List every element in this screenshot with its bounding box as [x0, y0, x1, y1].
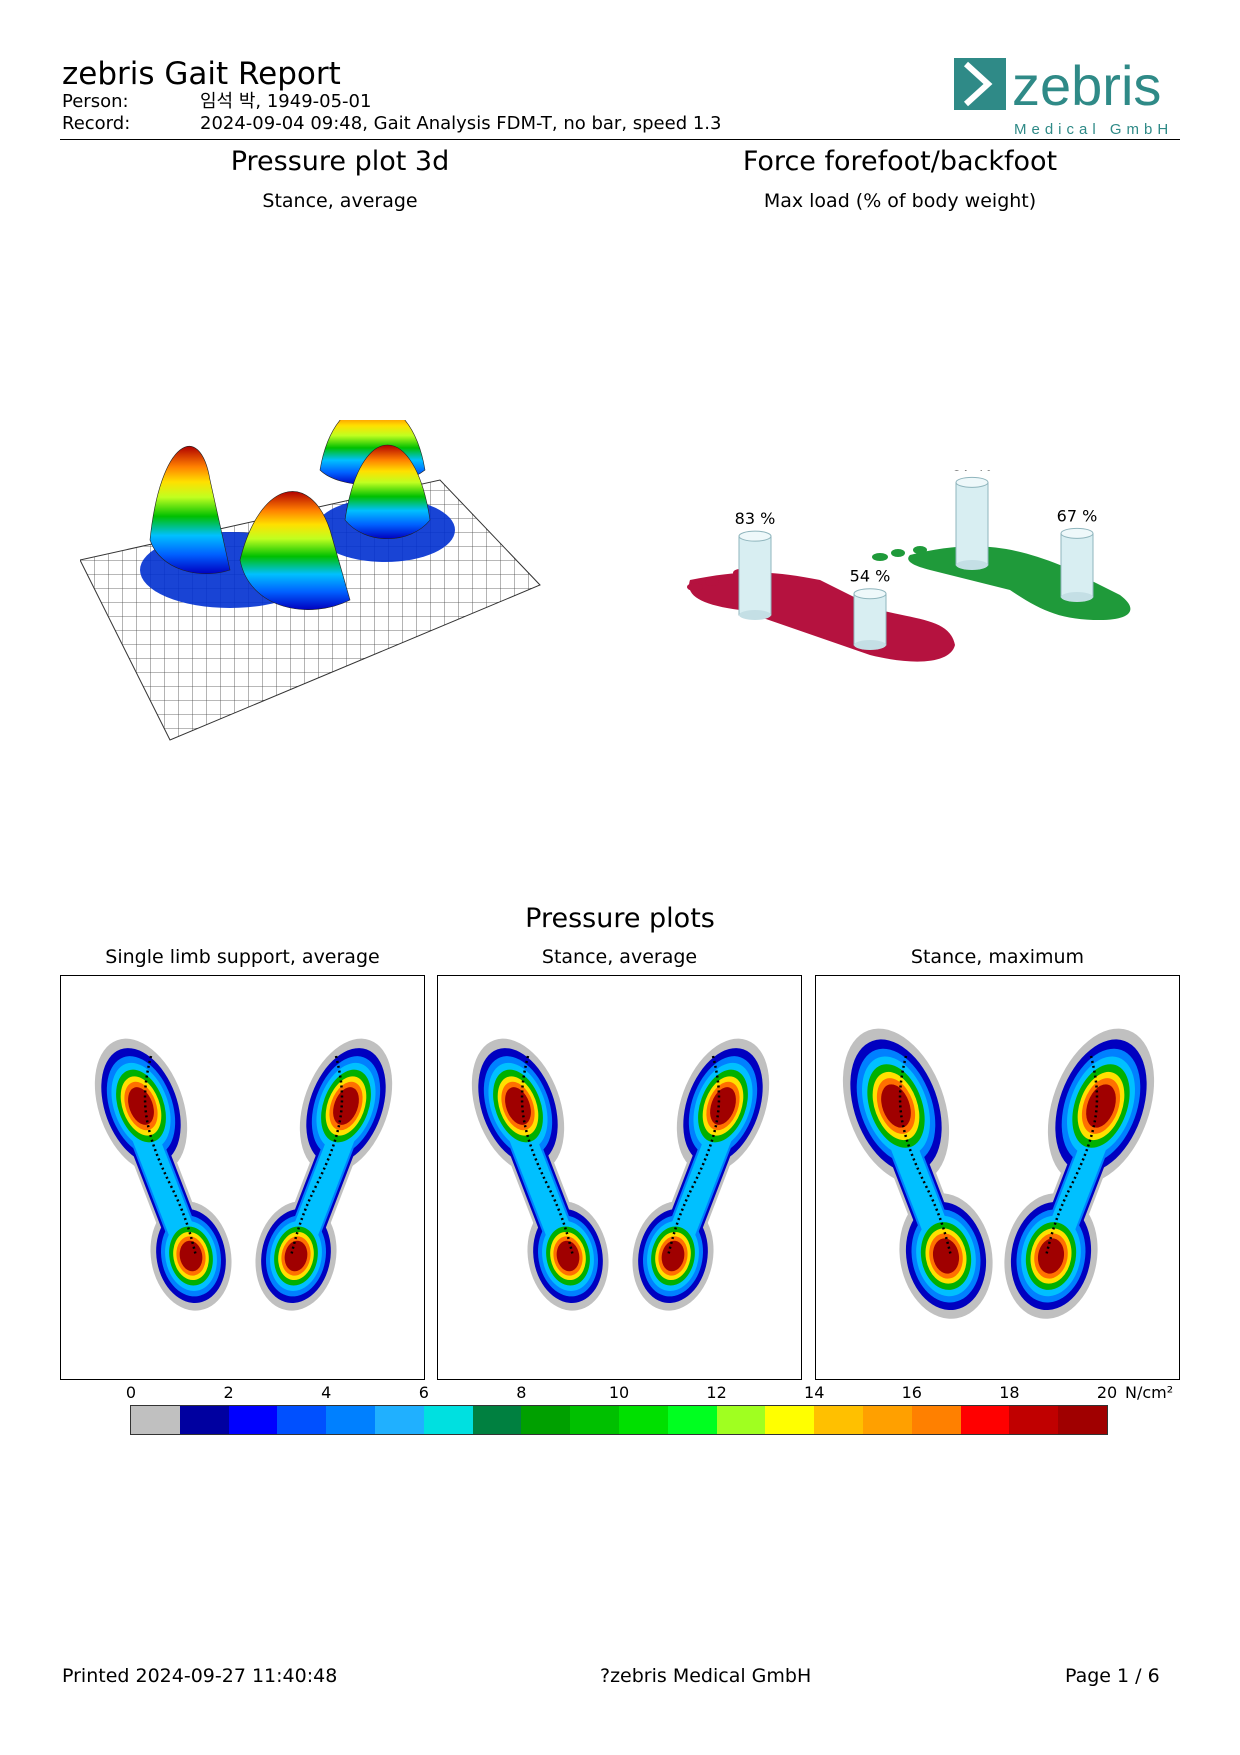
load-label-3: 87 %	[952, 470, 993, 474]
footer-page: Page 1 / 6	[1065, 1665, 1160, 1687]
pressure-panel-stance-average	[437, 975, 802, 1380]
logo-word: zebris	[1012, 58, 1161, 117]
scale-swatch-4	[326, 1406, 375, 1434]
load-label-4: 67 %	[1057, 506, 1098, 525]
left-foot-shape	[689, 572, 955, 662]
scale-swatch-15	[862, 1406, 912, 1434]
report-title: zebris Gait Report	[62, 56, 341, 92]
scale-swatch-11	[667, 1406, 717, 1434]
right-footprint	[1004, 1028, 1155, 1319]
scale-swatch-2	[228, 1406, 278, 1434]
peak-left-forefoot	[149, 446, 231, 575]
record-value: 2024-09-04 09:48, Gait Analysis FDM-T, n…	[200, 113, 722, 134]
right-foot-shape	[908, 546, 1131, 620]
header-divider	[60, 139, 1180, 140]
right-footprint	[255, 1038, 393, 1311]
scale-swatch-9	[570, 1406, 619, 1434]
panel-label-stance-maximum: Stance, maximum	[910, 946, 1085, 968]
plots-title: Pressure plots	[525, 903, 715, 934]
scale-swatch-7	[472, 1406, 522, 1434]
scale-unit: N/cm²	[1125, 1383, 1174, 1402]
scale-swatch-3	[277, 1406, 327, 1434]
left-footprint	[842, 1028, 993, 1319]
scale-tick-label: 2	[223, 1383, 234, 1402]
scale-swatch-6	[423, 1406, 473, 1434]
scale-swatch-1	[179, 1406, 229, 1434]
pressure3d-subtitle: Stance, average	[262, 190, 418, 212]
left-footprint	[471, 1038, 609, 1311]
center-of-pressure-line	[898, 1055, 953, 1257]
right-footprint	[632, 1038, 770, 1311]
scale-tick-label: 8	[516, 1383, 527, 1402]
scale-swatch-17	[960, 1406, 1010, 1434]
right-foot-toes	[872, 546, 927, 561]
footer-company: ?zebris Medical GmbH	[600, 1665, 812, 1687]
left-footprint	[94, 1038, 232, 1311]
person-value: 임석 박, 1949-05-01	[200, 91, 372, 112]
scale-swatch-10	[618, 1406, 668, 1434]
center-of-pressure-line	[143, 1055, 198, 1257]
force-title: Force forefoot/backfoot	[742, 146, 1058, 177]
load-label-1: 83 %	[735, 509, 776, 528]
scale-swatch-0	[131, 1406, 180, 1434]
scale-tick-label: 14	[804, 1383, 825, 1402]
color-scale-bar	[130, 1405, 1108, 1435]
zebris-logo: zebris Medical GmbH	[952, 54, 1178, 140]
scale-swatch-13	[765, 1406, 815, 1434]
scale-tick-label: 4	[321, 1383, 332, 1402]
scale-tick-label: 16	[901, 1383, 922, 1402]
scale-swatch-19	[1058, 1406, 1107, 1434]
load-cylinder-2: 54 %	[850, 567, 891, 650]
panel-label-stance-average: Stance, average	[541, 946, 698, 968]
scale-tick-label: 0	[125, 1383, 137, 1402]
center-of-pressure-line	[289, 1055, 344, 1257]
footer-printed: Printed 2024-09-27 11:40:48	[62, 1665, 338, 1687]
pressure-panel-single-limb	[60, 975, 425, 1380]
logo-mark-square	[954, 58, 1006, 110]
pressure3d-plot	[79, 402, 610, 750]
center-of-pressure-line	[666, 1055, 721, 1257]
pressure-panel-stance-maximum	[815, 975, 1180, 1380]
pressure3d-title: Pressure plot 3d	[230, 146, 450, 177]
record-label: Record:	[62, 113, 131, 134]
scale-tick-label: 10	[608, 1383, 630, 1402]
scale-tick-label: 18	[999, 1383, 1020, 1402]
person-label: Person:	[62, 91, 129, 112]
scale-swatch-16	[911, 1406, 961, 1434]
scale-tick-label: 20	[1096, 1383, 1118, 1402]
load-cylinder-3: 87 %	[952, 455, 993, 570]
force-subtitle: Max load (% of body weight)	[763, 190, 1037, 212]
force-chart: 83 % 54 % 87 % 67 %	[680, 455, 1150, 690]
center-of-pressure-line	[1044, 1055, 1099, 1257]
scale-swatch-18	[1009, 1406, 1059, 1434]
scale-tick-label: 6	[418, 1383, 429, 1402]
peak-left-heel	[239, 491, 351, 610]
scale-swatch-14	[814, 1406, 863, 1434]
load-label-2: 54 %	[850, 567, 891, 586]
peak-right-heel	[344, 444, 431, 539]
load-cylinder-1: 83 %	[735, 509, 776, 620]
load-cylinder-4: 67 %	[1057, 506, 1098, 602]
panel-label-single-limb: Single limb support, average	[105, 946, 380, 968]
logo-subtitle: Medical GmbH	[1014, 121, 1173, 138]
scale-swatch-8	[521, 1406, 571, 1434]
logo-mark-chevron	[963, 61, 993, 107]
scale-swatch-5	[374, 1406, 424, 1434]
center-of-pressure-line	[520, 1055, 575, 1257]
scale-swatch-12	[716, 1406, 766, 1434]
scale-tick-label: 12	[706, 1383, 727, 1402]
